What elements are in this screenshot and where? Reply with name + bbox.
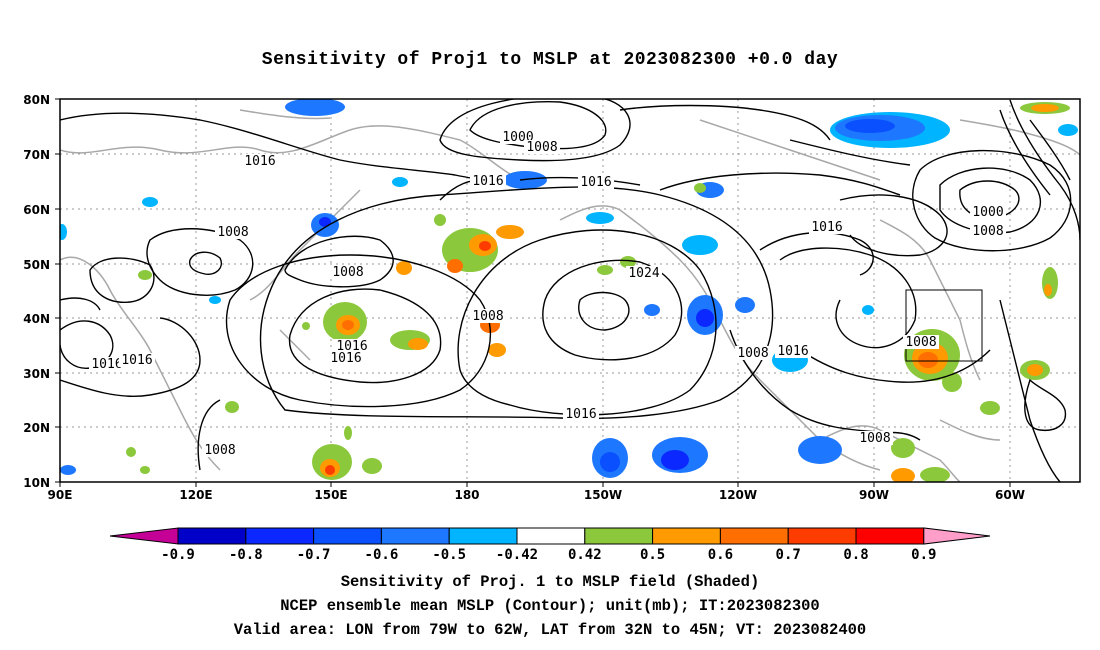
colorbar-segment — [245, 527, 315, 545]
colorbar-segment — [380, 527, 450, 545]
contour-label-bg — [334, 339, 370, 353]
lon-label-90e: 90E — [48, 488, 73, 502]
colorbar-label: -0.8 — [229, 547, 263, 563]
contour-label: 1016 — [580, 175, 611, 190]
contour-label-bg — [119, 353, 155, 367]
contour-label-bg — [242, 154, 278, 168]
colorbar-right-triangle — [923, 527, 991, 545]
colorbar: -0.9 -0.8 -0.7 -0.6 -0.5 -0.42 0.42 0.5 0.6 0.7 0.… — [109, 527, 991, 563]
contour-label: 1016 — [472, 174, 503, 189]
contour-label: 1016 — [244, 154, 275, 169]
colorbar-segment — [177, 527, 247, 545]
colorbar-segment — [313, 527, 382, 545]
colorbar-segment — [448, 527, 518, 545]
colorbar-label: 0.9 — [911, 547, 936, 563]
colorbar-left-triangle — [109, 527, 179, 545]
lon-label-90w: 90W — [859, 488, 889, 502]
contour-label-bg — [524, 140, 560, 154]
colorbar-label: 0.5 — [640, 547, 665, 563]
lat-label-40n: 40N — [23, 312, 50, 326]
tick-marks — [55, 98, 1011, 487]
contour-label-bg — [470, 174, 506, 188]
contour-label: 1016 — [565, 407, 596, 422]
contour-label: 1016 — [336, 339, 367, 354]
lat-label-30n: 30N — [23, 367, 50, 381]
colorbar-segment — [719, 527, 789, 545]
latitude-labels: 80N 70N 60N 50N 40N 30N 20N 10N — [23, 93, 50, 490]
contour-label-bg — [735, 346, 771, 360]
contour-label-bg — [563, 407, 599, 421]
sensitivity-shading — [60, 99, 1078, 482]
contour-label-bg — [578, 175, 614, 189]
contour-label-bg — [330, 265, 366, 279]
lon-label-60w: 60W — [995, 488, 1025, 502]
contour-label: 1016 — [330, 351, 361, 366]
contour-label: 1016 — [91, 357, 122, 372]
lon-label-150e: 150E — [314, 488, 347, 502]
colorbar-label: -0.42 — [496, 547, 538, 563]
contour-label-bg — [202, 443, 238, 457]
lat-label-20n: 20N — [23, 421, 50, 435]
lon-label-120w: 120W — [719, 488, 757, 502]
contour-label: 1008 — [859, 431, 890, 446]
contour-label-bg — [215, 225, 251, 239]
contour-label: 1008 — [472, 309, 503, 324]
contour-label: 1024 — [628, 266, 659, 281]
colorbar-segment — [584, 527, 654, 545]
contour-label-bg — [970, 224, 1006, 238]
contour-label: 1016 — [121, 353, 152, 368]
contour-label: 1008 — [972, 224, 1003, 239]
contour-label-bg — [903, 335, 939, 349]
colorbar-label: 0.6 — [708, 547, 733, 563]
contour-label: 1000 — [972, 205, 1003, 220]
contour-label: 1016 — [777, 344, 808, 359]
contour-label: 1016 — [811, 220, 842, 235]
contour-label: 1008 — [217, 225, 248, 240]
caption-line-1: Sensitivity of Proj. 1 to MSLP field (Sh… — [340, 573, 760, 591]
colorbar-segment — [787, 527, 857, 545]
contour-label-bg — [857, 431, 893, 445]
valid-area-box — [905, 289, 983, 362]
lat-label-50n: 50N — [23, 258, 50, 272]
colorbar-segment — [652, 527, 721, 545]
contour-label: 1008 — [737, 346, 768, 361]
contour-label-bg — [970, 205, 1006, 219]
colorbar-label: 0.8 — [843, 547, 868, 563]
map-frame — [59, 98, 1081, 483]
longitude-labels: 90E 120E 150E 180 150W 120W 90W 60W — [48, 488, 1025, 502]
lon-label-120e: 120E — [179, 488, 212, 502]
contour-label-bg — [328, 351, 364, 365]
map-title: Sensitivity of Proj1 to MSLP at 20230823… — [261, 50, 839, 70]
contour-label: 1008 — [204, 443, 235, 458]
colorbar-label: -0.5 — [432, 547, 466, 563]
contour-label: 1008 — [332, 265, 363, 280]
colorbar-segment — [855, 527, 925, 545]
lat-label-80n: 80N — [23, 93, 50, 107]
lon-label-150w: 150W — [584, 488, 622, 502]
colorbar-label: -0.7 — [297, 547, 331, 563]
colorbar-segment — [516, 527, 586, 545]
colorbar-label: -0.9 — [161, 547, 195, 563]
lat-label-60n: 60N — [23, 203, 50, 217]
colorbar-label: -0.6 — [365, 547, 399, 563]
contour-label-bg — [775, 344, 811, 358]
contour-label: 1008 — [526, 140, 557, 155]
contour-label-bg — [470, 309, 506, 323]
lat-label-70n: 70N — [23, 148, 50, 162]
caption-line-2: NCEP ensemble mean MSLP (Contour); unit(… — [280, 597, 820, 615]
contour-label-bg — [89, 357, 125, 371]
colorbar-label: 0.7 — [776, 547, 801, 563]
lat-label-10n: 10N — [23, 476, 50, 490]
contour-label-bg — [626, 266, 662, 280]
contour-label-bg — [809, 220, 845, 234]
lon-label-180: 180 — [454, 488, 479, 502]
caption-line-3: Valid area: LON from 79W to 62W, LAT fro… — [233, 621, 867, 639]
colorbar-label: 0.42 — [568, 547, 602, 563]
contour-label: 1008 — [905, 335, 936, 350]
